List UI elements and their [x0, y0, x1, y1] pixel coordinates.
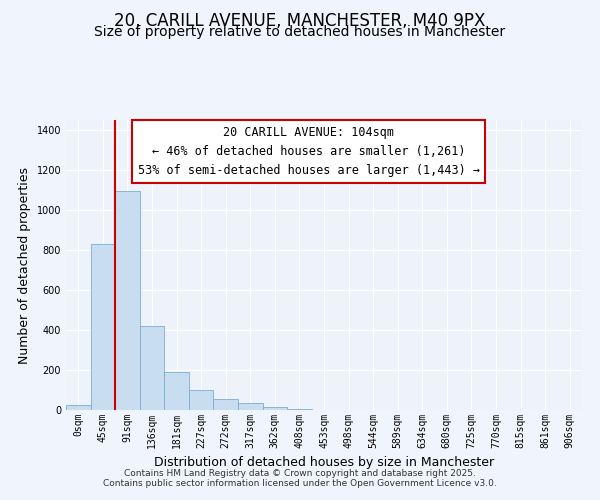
Bar	[66, 405, 91, 410]
Y-axis label: Number of detached properties: Number of detached properties	[18, 166, 31, 364]
Bar	[263, 407, 287, 410]
Text: 20 CARILL AVENUE: 104sqm
← 46% of detached houses are smaller (1,261)
53% of sem: 20 CARILL AVENUE: 104sqm ← 46% of detach…	[137, 126, 479, 177]
Text: Contains public sector information licensed under the Open Government Licence v3: Contains public sector information licen…	[103, 478, 497, 488]
Bar	[287, 409, 312, 410]
Bar	[115, 191, 140, 410]
Text: 20, CARILL AVENUE, MANCHESTER, M40 9PX: 20, CARILL AVENUE, MANCHESTER, M40 9PX	[115, 12, 485, 30]
Bar	[164, 372, 189, 410]
Bar	[140, 326, 164, 410]
Bar	[91, 244, 115, 410]
Bar	[238, 403, 263, 410]
Bar	[214, 399, 238, 410]
Text: Size of property relative to detached houses in Manchester: Size of property relative to detached ho…	[94, 25, 506, 39]
Bar	[189, 390, 214, 410]
X-axis label: Distribution of detached houses by size in Manchester: Distribution of detached houses by size …	[154, 456, 494, 469]
Text: Contains HM Land Registry data © Crown copyright and database right 2025.: Contains HM Land Registry data © Crown c…	[124, 468, 476, 477]
